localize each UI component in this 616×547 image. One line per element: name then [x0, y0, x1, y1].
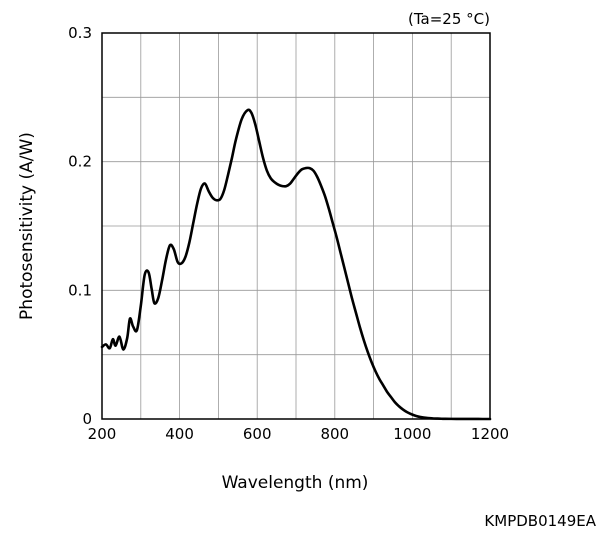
figure-code: KMPDB0149EA [484, 512, 596, 530]
grid [102, 33, 490, 419]
x-tick-label: 200 [88, 425, 117, 443]
y-tick-labels: 0 0.1 0.2 0.3 [68, 24, 92, 428]
x-tick-label: 600 [243, 425, 272, 443]
photosensitivity-chart: 200 400 600 800 1000 1200 0 0.1 0.2 0.3 Waveleng… [17, 10, 509, 493]
y-tick-label: 0.1 [68, 281, 92, 299]
y-tick-label: 0.2 [68, 153, 92, 171]
x-tick-label: 800 [320, 425, 349, 443]
x-tick-label: 1000 [393, 425, 431, 443]
x-tick-label: 400 [165, 425, 194, 443]
x-axis-label: Wavelength (nm) [222, 473, 369, 493]
photosensitivity-curve [100, 108, 492, 421]
y-tick-label: 0.3 [68, 24, 92, 42]
x-tick-labels: 200 400 600 800 1000 1200 [88, 425, 509, 443]
y-axis-label: Photosensitivity (A/W) [17, 132, 37, 320]
x-tick-label: 1200 [471, 425, 509, 443]
y-tick-label: 0 [82, 410, 92, 428]
condition-note: (Ta=25 °C) [408, 10, 490, 28]
plot-frame [101, 32, 491, 420]
